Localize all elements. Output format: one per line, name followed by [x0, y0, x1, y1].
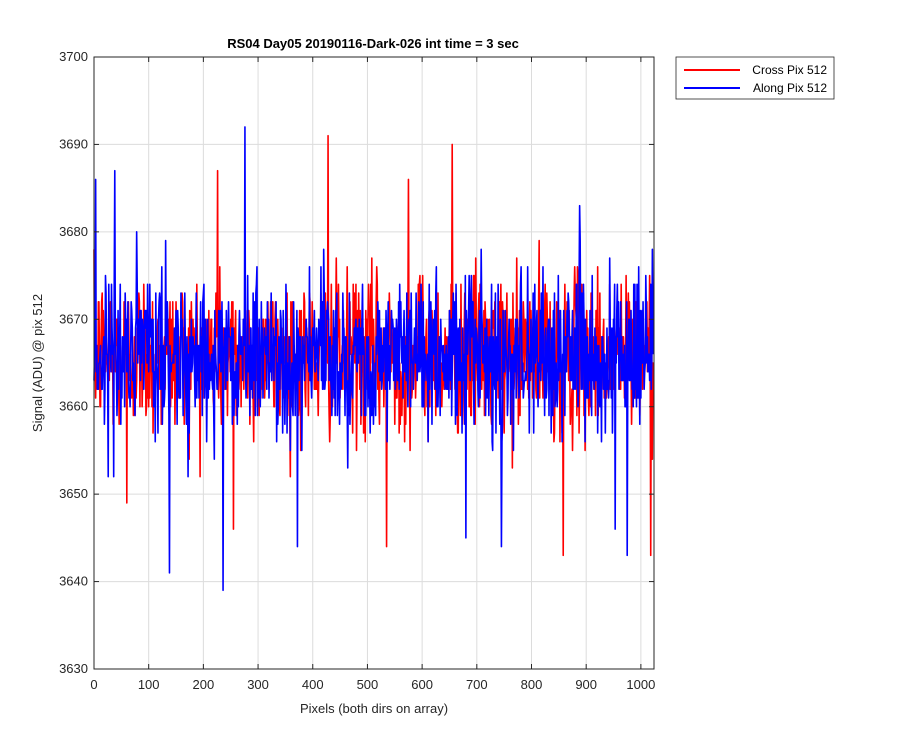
x-tick-label: 800: [521, 677, 543, 692]
x-tick-label: 300: [247, 677, 269, 692]
y-tick-label: 3690: [59, 136, 88, 151]
x-tick-label: 200: [193, 677, 215, 692]
y-tick-label: 3630: [59, 661, 88, 676]
series-layer: [93, 126, 655, 592]
legend-label-along: Along Pix 512: [753, 81, 827, 95]
y-axis-label: Signal (ADU) @ pix 512: [30, 294, 45, 432]
y-tick-label: 3670: [59, 311, 88, 326]
x-tick-label: 1000: [626, 677, 655, 692]
legend-label-cross: Cross Pix 512: [752, 63, 827, 77]
legend: Cross Pix 512 Along Pix 512: [675, 56, 835, 100]
x-axis-label: Pixels (both dirs on array): [300, 701, 448, 716]
series-line-1: [93, 126, 655, 592]
x-tick-label: 400: [302, 677, 324, 692]
y-tick-label: 3640: [59, 574, 88, 589]
plot-frame: [93, 56, 655, 670]
y-tick-label: 3650: [59, 486, 88, 501]
x-tick-label: 700: [466, 677, 488, 692]
x-tick-label: 500: [357, 677, 379, 692]
x-tick-label: 600: [411, 677, 433, 692]
axis-ticks: 0 100 200 300 400 500 600 700 800 900 1000 3630 3640…: [59, 49, 655, 692]
x-tick-label: 900: [575, 677, 597, 692]
legend-box: [675, 56, 835, 100]
x-tick-label: 0: [90, 677, 97, 692]
y-tick-label: 3680: [59, 224, 88, 239]
x-tick-label: 100: [138, 677, 160, 692]
y-tick-label: 3700: [59, 49, 88, 64]
chart-title: RS04 Day05 20190116-Dark-026 int time = …: [227, 36, 519, 51]
y-tick-label: 3660: [59, 399, 88, 414]
